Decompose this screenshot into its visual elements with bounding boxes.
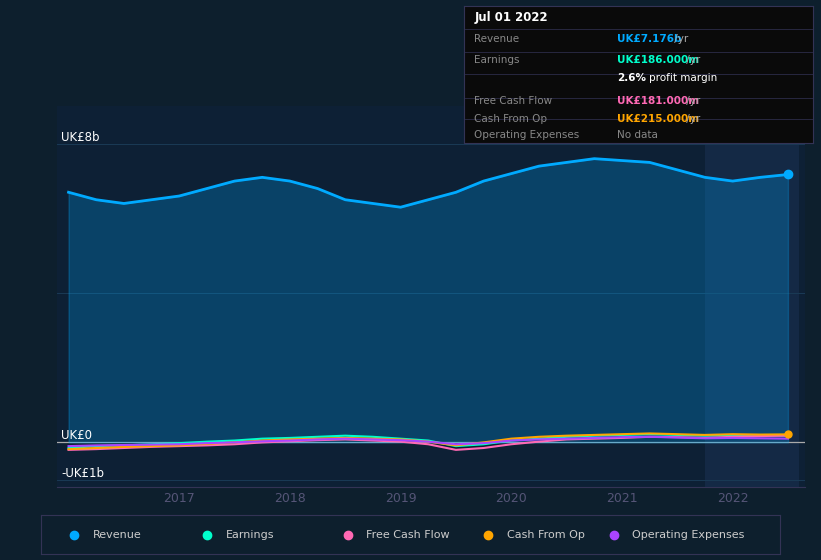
Text: Jul 01 2022: Jul 01 2022: [475, 11, 548, 25]
Text: /yr: /yr: [682, 55, 699, 66]
Text: Earnings: Earnings: [226, 530, 274, 540]
Text: No data: No data: [617, 129, 658, 139]
Text: UK£215.000m: UK£215.000m: [617, 114, 699, 124]
Text: UK£8b: UK£8b: [62, 130, 99, 144]
Text: Free Cash Flow: Free Cash Flow: [475, 96, 553, 106]
Text: /yr: /yr: [682, 114, 699, 124]
Text: Cash From Op: Cash From Op: [475, 114, 548, 124]
Text: -UK£1b: -UK£1b: [62, 466, 104, 480]
Text: Revenue: Revenue: [475, 34, 520, 44]
Text: 2.6%: 2.6%: [617, 73, 646, 83]
Text: UK£7.176b: UK£7.176b: [617, 34, 682, 44]
Text: profit margin: profit margin: [649, 73, 717, 83]
Text: Cash From Op: Cash From Op: [507, 530, 585, 540]
Text: /yr: /yr: [682, 96, 699, 106]
Text: UK£186.000m: UK£186.000m: [617, 55, 699, 66]
Text: Free Cash Flow: Free Cash Flow: [366, 530, 450, 540]
Text: UK£0: UK£0: [62, 430, 92, 442]
Text: UK£181.000m: UK£181.000m: [617, 96, 699, 106]
Text: /yr: /yr: [671, 34, 688, 44]
Text: Operating Expenses: Operating Expenses: [475, 129, 580, 139]
Text: Operating Expenses: Operating Expenses: [632, 530, 745, 540]
Text: Revenue: Revenue: [93, 530, 141, 540]
Bar: [705, 106, 799, 487]
Text: Earnings: Earnings: [475, 55, 520, 66]
